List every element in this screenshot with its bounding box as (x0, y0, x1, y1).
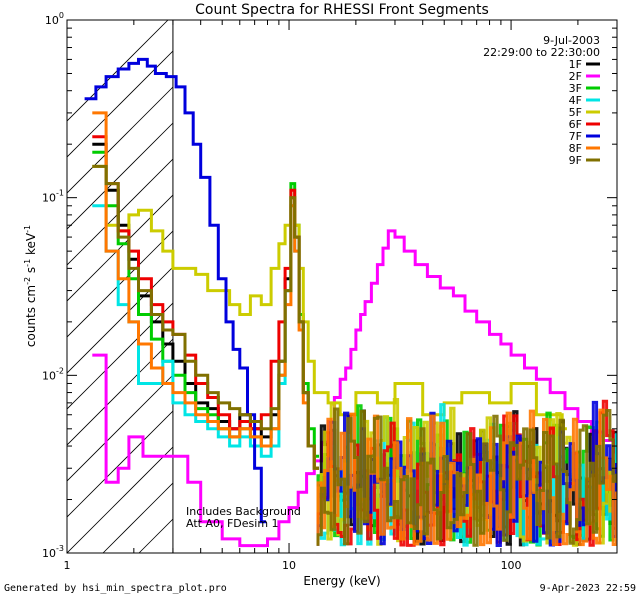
legend-label-4F: 4F (569, 94, 582, 107)
series-layer (84, 57, 617, 548)
generation-timestamp: 9-Apr-2023 22:59 (539, 583, 636, 594)
legend-label-2F: 2F (569, 70, 582, 83)
chart-title: Count Spectra for RHESSI Front Segments (195, 2, 489, 18)
x-tick-label: 100 (501, 559, 522, 572)
legend-label-7F: 7F (569, 130, 582, 143)
noise-floor-layer (316, 398, 617, 547)
hatch-line (67, 20, 241, 194)
legend-time-range: 22:29:00 to 22:30:00 (483, 46, 600, 59)
legend-label-8F: 8F (569, 142, 582, 155)
x-tick-label: 10 (282, 559, 296, 572)
y-tick-label: 10-3 (42, 544, 64, 560)
y-tick-label: 10-1 (42, 189, 64, 205)
series-9F (92, 164, 319, 470)
series-2F (92, 229, 617, 548)
series-7F (84, 57, 266, 524)
axes-frame (66, 19, 618, 554)
note-attenuator: Att A0, FDesim 1 (186, 517, 279, 530)
x-axis-label: Energy (keV) (303, 574, 380, 588)
generator-credit: Generated by hsi_min_spectra_plot.pro (4, 583, 227, 594)
legend-label-9F: 9F (569, 154, 582, 167)
y-axis-label: counts cm-2 s-1 keV-1 (23, 225, 38, 347)
legend-date: 9-Jul-2003 (543, 34, 600, 47)
plot-frame (66, 19, 618, 554)
note-background: Includes Background (186, 505, 301, 518)
legend-label-6F: 6F (569, 118, 582, 131)
hatch-line (67, 20, 169, 122)
y-tick-label: 100 (45, 11, 64, 27)
legend-label-1F: 1F (569, 58, 582, 71)
x-tick-label: 1 (64, 559, 71, 572)
axis-ticks: 1 10 100 10-3 10-2 10-1 100 (42, 11, 618, 572)
plot-notes: Includes Background Att A0, FDesim 1 (186, 505, 301, 530)
hatch-line (67, 20, 205, 158)
noise-floor-9F (316, 407, 617, 547)
legend-label-3F: 3F (569, 82, 582, 95)
legend: 9-Jul-2003 22:29:00 to 22:30:00 1F2F3F4F… (483, 34, 600, 167)
legend-label-5F: 5F (569, 106, 582, 119)
y-tick-label: 10-2 (42, 366, 64, 382)
